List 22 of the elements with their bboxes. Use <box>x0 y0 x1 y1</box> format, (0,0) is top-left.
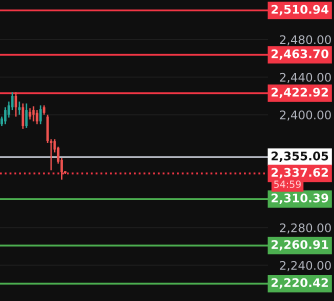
y-tick-label: 2,280.00 <box>280 223 331 234</box>
ref-line-label: 2,355.05 <box>272 152 328 162</box>
candlestick <box>25 102 28 129</box>
candlestick <box>36 109 38 125</box>
ref-line-label: 2,220.42 <box>272 278 328 289</box>
candlestick <box>42 104 46 116</box>
y-tick-label: 2,480.00 <box>280 35 331 46</box>
candlestick <box>39 104 42 125</box>
candlestick <box>14 91 18 118</box>
ref-line-label: 2,463.70 <box>272 49 328 60</box>
ref-line-label: 2,260.91 <box>272 240 328 251</box>
y-tick-label: 2,400.00 <box>280 110 331 121</box>
ref-line-label: 2,310.39 <box>272 194 328 204</box>
y-tick-label: 2,440.00 <box>280 72 331 83</box>
text: 54:59 <box>274 180 301 188</box>
ref-line-label: 2,422.92 <box>272 88 328 98</box>
candlestick <box>22 102 24 130</box>
ref-line-label: 2,510.94 <box>272 4 328 16</box>
ref-line-label: 2,337.62 <box>272 168 328 178</box>
candlestick <box>18 100 21 116</box>
y-tick-label: 2,240.00 <box>280 260 331 272</box>
candlestick <box>28 107 32 120</box>
